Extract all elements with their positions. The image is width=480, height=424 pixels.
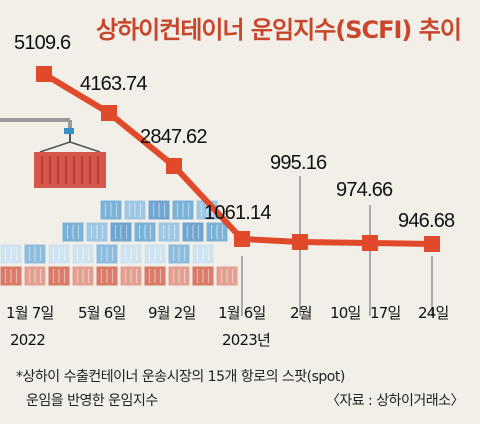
- container-box: [47, 265, 71, 287]
- container-box: [123, 199, 147, 221]
- container-box: [181, 221, 205, 243]
- data-label: 995.16: [270, 152, 327, 174]
- container-box: [71, 243, 95, 265]
- data-point: [234, 231, 250, 247]
- container-box: [143, 243, 167, 265]
- x-tick-label: 1월 6일: [218, 304, 265, 322]
- data-label: 974.66: [336, 179, 393, 201]
- data-label: 1061.14: [204, 202, 271, 224]
- container-box: [205, 221, 229, 243]
- data-label: 5109.6: [14, 32, 71, 54]
- x-tick-label: 1월 7일: [6, 304, 53, 322]
- data-label: 946.68: [398, 210, 455, 232]
- container-box: [167, 265, 191, 287]
- container-box: [119, 265, 143, 287]
- data-point: [292, 234, 308, 250]
- container-box: [23, 243, 47, 265]
- container-box: [157, 221, 181, 243]
- container-stack-icon: [0, 199, 239, 287]
- data-point: [101, 105, 117, 121]
- data-point: [424, 236, 440, 252]
- container-box: [167, 243, 191, 265]
- x-tick-labels: 1월 7일 5월 6일 9월 2일 1월 6일 2월 10일 17일 24일: [6, 304, 449, 322]
- x-tick-label: 10일: [330, 304, 361, 322]
- data-point: [362, 235, 378, 251]
- footnote-line-1: *상하이 수출컨테이너 운송시장의 15개 항로의 스팟(spot): [16, 369, 345, 385]
- source-note: 〈자료 : 상하이거래소〉: [325, 393, 465, 409]
- x-tick-label: 24일: [418, 304, 449, 322]
- container-box: [71, 265, 95, 287]
- container-box: [119, 243, 143, 265]
- x-tick-label: 2월: [290, 304, 312, 322]
- container-box: [191, 265, 215, 287]
- x-tick-label: 17일: [370, 304, 401, 322]
- container-box: [0, 265, 23, 287]
- container-box: [191, 243, 215, 265]
- data-markers: [36, 66, 440, 252]
- container-box: [95, 243, 119, 265]
- container-box: [171, 199, 195, 221]
- year-label: 2023년: [222, 331, 270, 349]
- year-label: 2022: [10, 331, 45, 349]
- chart-title: 상하이컨테이너 운임지수(SCFI) 추이: [96, 16, 462, 44]
- container-box: [47, 243, 71, 265]
- data-point: [166, 158, 182, 174]
- container-box: [147, 199, 171, 221]
- data-labels: 5109.6 4163.74 2847.62 1061.14 995.16 974.669…: [14, 32, 456, 232]
- container-box: [215, 265, 239, 287]
- container-box: [61, 221, 85, 243]
- x-tick-label: 9월 2일: [148, 304, 195, 322]
- container-box: [109, 221, 133, 243]
- container-box: [143, 265, 167, 287]
- x-tick-label: 5월 6일: [78, 304, 125, 322]
- data-point: [36, 66, 52, 82]
- container-box: [133, 221, 157, 243]
- crane-icon: [0, 118, 106, 188]
- container-box: [99, 199, 123, 221]
- container-box: [85, 221, 109, 243]
- container-box: [95, 265, 119, 287]
- footnote-line-2: 운임을 반영한 운임지수: [26, 393, 158, 409]
- year-labels: 2022 2023년: [10, 331, 271, 349]
- container-box: [23, 265, 47, 287]
- data-label: 4163.74: [80, 73, 147, 95]
- container-box: [0, 243, 23, 265]
- data-label: 2847.62: [140, 126, 207, 148]
